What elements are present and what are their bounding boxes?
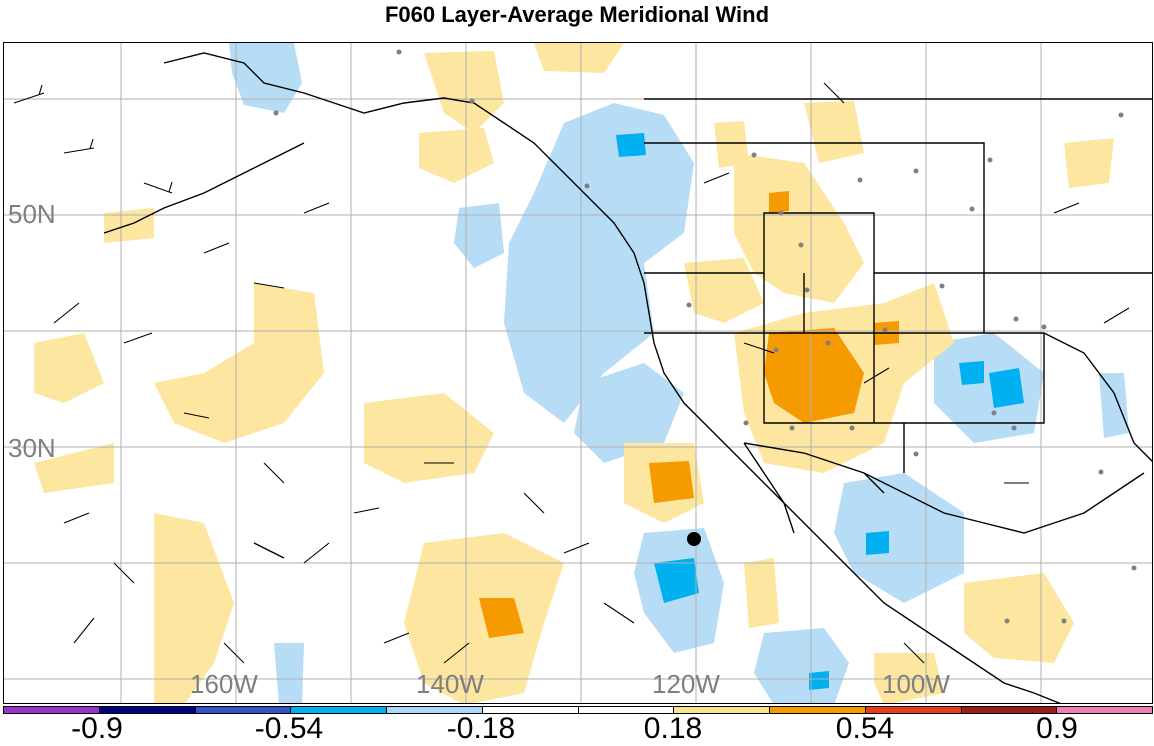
map-title: F060 Layer-Average Meridional Wind [384,2,770,27]
positive-region-north-east [534,43,624,73]
colorbar-tick-neg-0-18: -0.18 [446,712,516,745]
map-canvas [4,43,1152,703]
positive-region-west-tip [34,443,114,493]
pos-core-mid-3 [479,598,524,638]
negative-region-texas [934,333,1044,443]
colorbar-segment [290,707,386,713]
lon-label-120w: 120W [652,669,720,699]
lat-label-30n: 30N [8,433,56,463]
positive-region-west-hawaii [154,513,234,703]
colorbar-segment [98,707,195,713]
positive-anomaly-regions [34,43,1114,703]
us-states [644,212,1045,473]
colorbar-segment [194,707,291,713]
pos-core-mid-1 [764,328,864,423]
colorbar-segment [481,707,578,713]
neg-core-mid-4 [959,361,984,385]
positive-region-manitoba [1064,138,1114,188]
lon-label-100w: 100W [882,669,950,699]
pos-core-mid-2 [649,461,694,503]
positive-region-pacific-mid [154,283,324,443]
colorbar-segment [960,707,1057,713]
coastlines [103,52,1152,703]
colorbar-segment [769,707,865,713]
negative-region-pacific-nw [454,203,504,268]
colorbar-segment [386,707,482,713]
positive-region-nevada [684,258,764,323]
lon-label-160w: 160W [190,669,258,699]
mexico-border [743,442,885,494]
alaska-coast [163,52,1061,703]
positive-region-florida [744,558,779,628]
colorbar-tick-neg-0-9: -0.9 [71,712,123,745]
alaska-peninsula [103,142,305,234]
positive-region-montana [734,153,864,303]
graticule [4,43,1152,703]
colorbar [3,706,1153,714]
lon-label-140w: 140W [416,669,484,699]
map-panel: 50N 30N 160W 140W 120W 100W [3,42,1153,704]
east-coast [1043,332,1152,462]
negative-region-bc-coast [504,103,694,423]
positive-region-alaska-gulf [419,128,494,183]
baja-coast [743,442,795,534]
positive-region-left-mid [104,208,154,243]
negative-region-alaska [229,43,302,113]
positive-region-sask [804,101,864,163]
colorbar-tick-0-9: 0.9 [1036,712,1078,745]
negative-region-south [754,628,849,703]
negative-region-ca-offshore [574,363,684,463]
neg-core-mid-6 [809,671,829,690]
station-markers [273,49,1137,624]
us-canada-border [644,98,1152,274]
lat-label-50n: 50N [8,199,56,229]
neg-core-mid-2 [654,558,699,603]
positive-region-pacific-west [34,333,104,403]
negative-anomaly-regions [229,43,1129,703]
negative-region-southwest [274,643,304,703]
negative-region-mexico [834,473,964,603]
positive-region-pacific-hi [364,393,494,483]
colorbar-segment [577,707,674,713]
negative-region-gulf [1099,373,1129,438]
colorbar-tick-0-54: 0.54 [835,712,895,745]
neg-core-mid-1 [616,133,646,157]
colorbar-segment [864,707,961,713]
location-marker [687,532,701,546]
colorbar-tick-0-18: 0.18 [643,712,703,745]
colorbar-tick-neg-0-54: -0.54 [254,712,324,745]
gulf-coast [863,472,1145,534]
colorbar-segment [673,707,769,713]
positive-region-alaska-north [424,51,504,133]
wind-barbs [13,82,1130,664]
pos-core-mid-5 [769,191,789,213]
neg-core-mid-5 [866,531,889,555]
colorbar-segment [1056,707,1152,713]
neg-core-mid-3 [989,368,1024,408]
positive-region-central-am [964,573,1074,663]
hawaii [253,542,285,559]
colorbar-segment [4,707,99,713]
